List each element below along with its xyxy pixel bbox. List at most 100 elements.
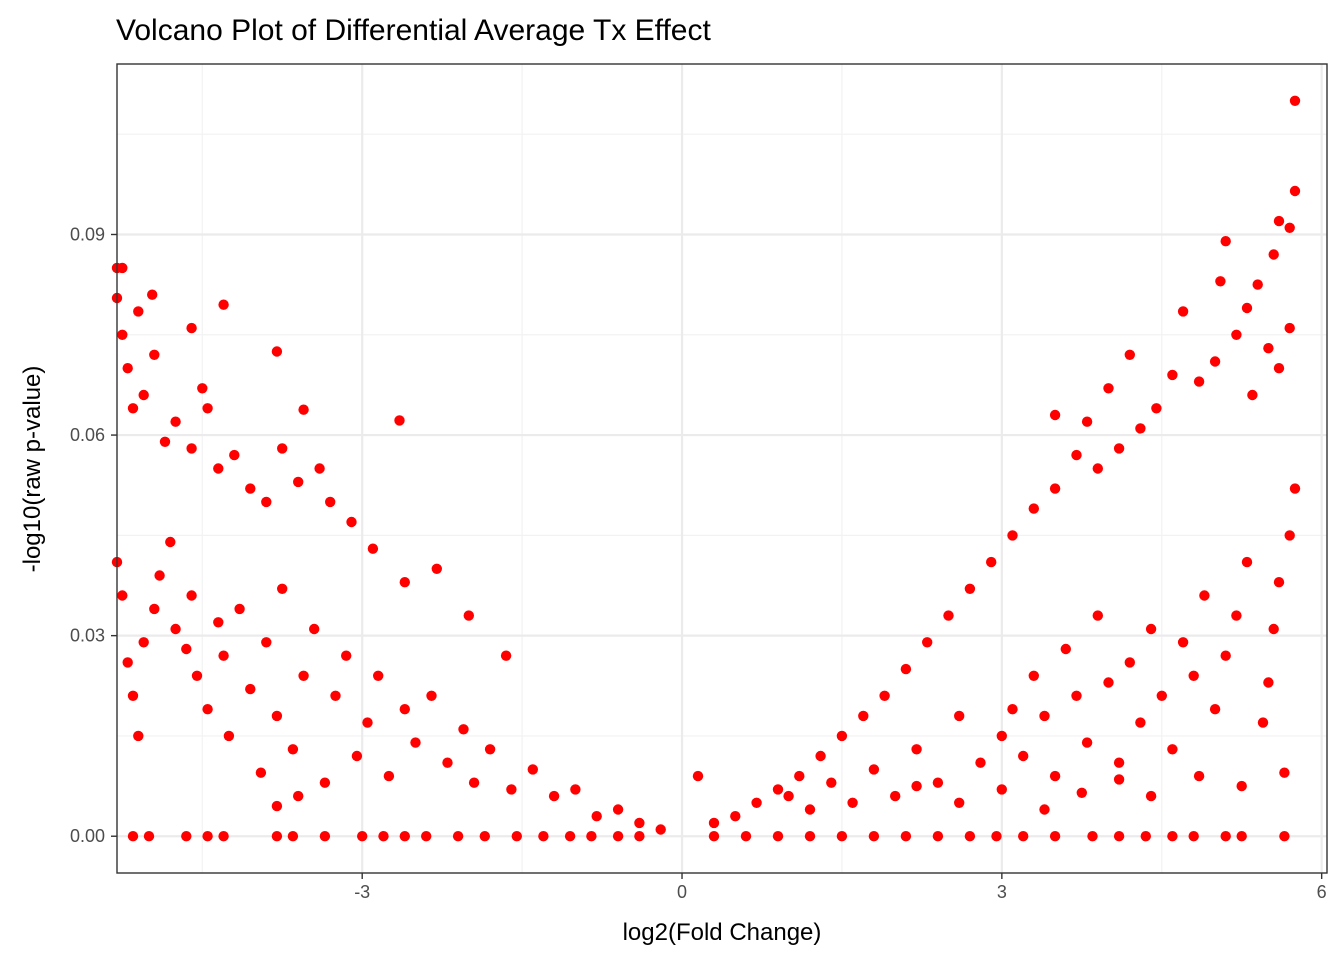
data-point [772,831,784,842]
data-point [1049,483,1061,494]
data-point [1167,369,1178,381]
data-point [1007,530,1018,541]
data-point [964,583,976,594]
data-point [1268,623,1279,635]
data-point [570,784,581,795]
data-point [847,797,858,808]
data-point [740,831,752,842]
data-point [804,831,816,842]
data-point [1215,276,1226,287]
data-point [1135,423,1146,434]
data-point [127,690,139,701]
data-point [277,583,288,594]
data-point [1241,556,1253,568]
y-tick-label: 0.09 [70,224,105,244]
data-point [351,750,363,762]
data-point [655,824,666,835]
data-point [117,262,128,274]
data-point [1028,503,1040,514]
data-point [1103,677,1114,688]
data-point [836,730,848,742]
data-point [1273,215,1285,227]
data-point [794,770,805,782]
data-point [410,737,421,748]
data-point [271,831,283,842]
data-point [159,436,171,447]
data-point [991,831,1002,842]
data-point [330,690,341,701]
data-point [1071,449,1082,461]
data-point [751,797,762,808]
data-point [1231,610,1242,621]
data-point [1231,329,1242,340]
data-point [1273,363,1285,374]
data-point [1018,750,1029,762]
data-point [922,637,933,648]
data-point [127,831,139,842]
data-point [1156,690,1168,701]
data-point [191,670,203,681]
data-point [1081,737,1093,748]
y-tick-label: 0.03 [70,626,105,646]
data-point [591,811,602,822]
data-point [1124,349,1136,360]
data-point [730,811,741,822]
data-point [1039,804,1050,815]
data-point [826,777,837,788]
data-point [1103,383,1114,394]
data-point [1284,322,1295,334]
data-point [538,831,549,842]
data-point [1007,704,1018,715]
data-point [964,831,976,842]
data-point [1113,443,1125,454]
data-point [1076,787,1088,798]
data-point [1263,677,1274,688]
data-point [362,717,373,728]
data-point [229,449,240,461]
data-point [1060,643,1072,655]
data-point [890,790,901,802]
data-point [815,750,826,762]
data-point [319,831,331,842]
data-point [138,389,149,401]
data-point [149,349,160,360]
grid [117,64,1327,873]
data-point [202,831,213,842]
data-point [287,831,299,842]
data-point [1049,831,1061,842]
data-point [1167,744,1178,755]
data-point [1177,637,1189,648]
data-point [314,463,325,474]
y-tick-label: 0.06 [70,425,105,445]
data-point [394,415,405,426]
data-point [271,346,283,357]
y-tick-label: 0.00 [70,826,105,846]
data-point [1252,279,1263,290]
data-point [399,831,410,842]
data-point [1071,690,1082,701]
data-point [154,570,165,581]
data-point [1263,343,1274,354]
data-point [1167,831,1178,842]
axes: -3 0 3 6 0.00 0.03 0.06 0.09 [70,224,1327,902]
chart-title: Volcano Plot of Differential Average Tx … [116,14,711,47]
data-point [1209,356,1221,367]
data-point [309,623,320,635]
data-point [1241,302,1253,314]
data-point [772,784,784,795]
data-point [1039,710,1050,722]
data-point [1135,717,1146,728]
data-point [1049,409,1061,421]
data-point [868,831,880,842]
data-point [1145,790,1157,802]
data-point [271,800,283,812]
data-point [911,780,922,792]
data-point [468,777,480,788]
data-point [442,757,453,768]
data-point [186,590,197,601]
data-point [1279,767,1290,778]
data-point [122,657,133,668]
data-point [277,443,288,454]
data-point [399,577,410,588]
data-point [1028,670,1040,681]
